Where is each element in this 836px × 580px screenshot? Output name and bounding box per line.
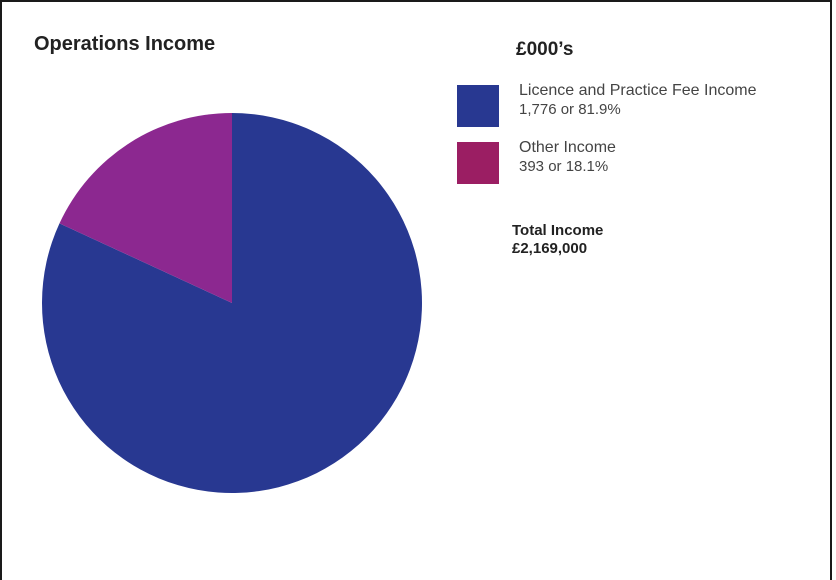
legend-value-other-income: 393 or 18.1% bbox=[519, 158, 609, 175]
legend-label-licence-fee: Licence and Practice Fee Income bbox=[519, 82, 757, 99]
total-income-label: Total Income bbox=[512, 222, 604, 239]
legend-label-other-income: Other Income bbox=[519, 139, 616, 156]
chart-title: Operations Income bbox=[34, 33, 216, 55]
total-income: Total Income £2,169,000 bbox=[512, 222, 603, 258]
units-label: £000’s bbox=[516, 39, 574, 60]
legend-swatch-other-income bbox=[457, 142, 499, 184]
legend-value-licence-fee: 1,776 or 81.9% bbox=[519, 101, 621, 118]
pie-slice-other-income bbox=[59, 112, 233, 303]
pie-chart bbox=[41, 112, 422, 493]
legend-swatch-licence-fee bbox=[457, 85, 499, 127]
total-income-value: £2,169,000 bbox=[512, 240, 588, 257]
pie-slice-licence-fee bbox=[41, 113, 422, 493]
